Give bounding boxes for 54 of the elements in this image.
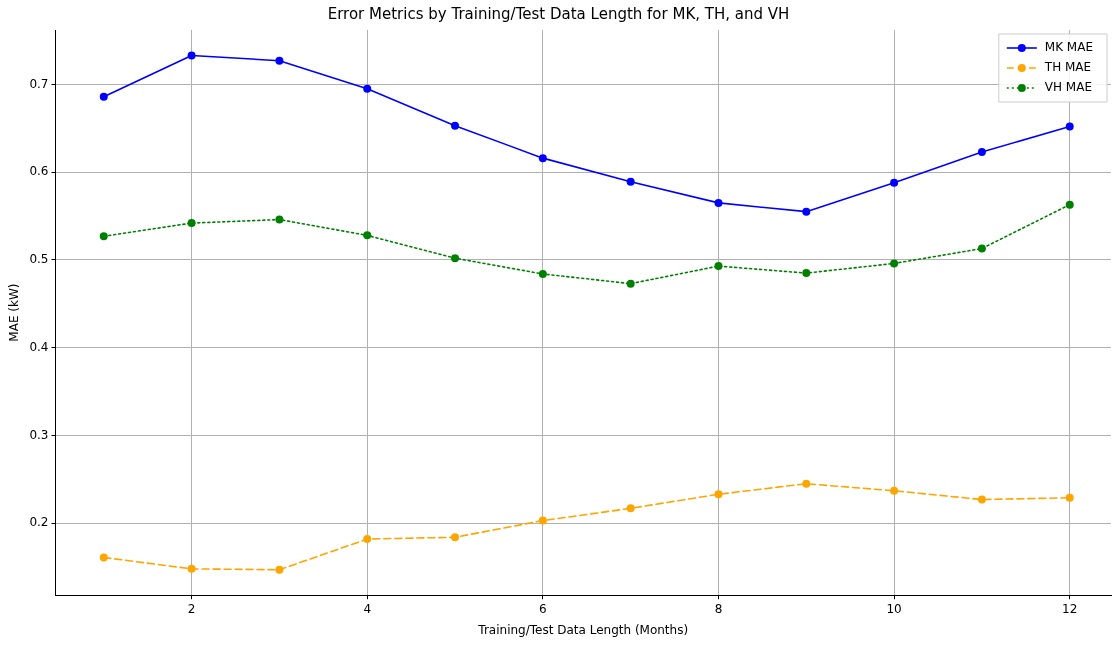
y-tick-label: 0.6: [29, 164, 49, 179]
y-tick-label: 0.5: [29, 252, 49, 267]
x-tick-label: 8: [714, 601, 723, 616]
chart-title: Error Metrics by Training/Test Data Length for MK, TH, and VH: [327, 4, 790, 23]
point: [802, 207, 811, 216]
point: [451, 121, 460, 130]
legend-label: VH MAE: [1044, 80, 1093, 95]
point: [538, 269, 547, 278]
x-axis-title: Training/Test Data Length (Months): [477, 622, 689, 637]
y-tick-label: 0.2: [29, 515, 49, 530]
y-tick-label: 0.7: [29, 76, 49, 91]
point: [714, 490, 723, 499]
point: [802, 479, 811, 488]
y-tick-label: 0.4: [29, 339, 49, 354]
point: [626, 279, 635, 288]
point: [1065, 493, 1074, 502]
point: [977, 495, 986, 504]
point: [99, 92, 108, 101]
point: [187, 219, 196, 228]
point: [187, 51, 196, 60]
x-tick-label: 2: [187, 601, 196, 616]
point: [99, 553, 108, 562]
y-tick-label: 0.3: [29, 427, 49, 442]
point: [363, 535, 372, 544]
point: [538, 154, 547, 163]
point: [275, 56, 284, 65]
point: [99, 232, 108, 241]
point: [977, 244, 986, 253]
x-tick-label: 4: [363, 601, 372, 616]
point: [890, 259, 899, 268]
legend-label: TH MAE: [1043, 60, 1092, 75]
point: [451, 254, 460, 263]
point: [890, 178, 899, 187]
point: [1065, 122, 1074, 131]
point: [275, 565, 284, 574]
point: [538, 516, 547, 525]
point: [977, 147, 986, 156]
point: [363, 84, 372, 93]
point: [890, 486, 899, 495]
point: [802, 269, 811, 278]
x-tick-label: 12: [1062, 601, 1078, 616]
x-tick-label: 6: [539, 601, 547, 616]
point: [187, 564, 196, 573]
point: [1065, 200, 1074, 209]
point: [626, 504, 635, 513]
point: [714, 262, 723, 271]
legend-label: MK MAE: [1044, 40, 1094, 55]
y-axis-title: MAE (kW): [7, 283, 22, 342]
x-tick-label: 10: [886, 601, 902, 616]
point: [714, 198, 723, 207]
point: [275, 215, 284, 224]
point: [363, 231, 372, 240]
point: [451, 533, 460, 542]
point: [626, 177, 635, 186]
